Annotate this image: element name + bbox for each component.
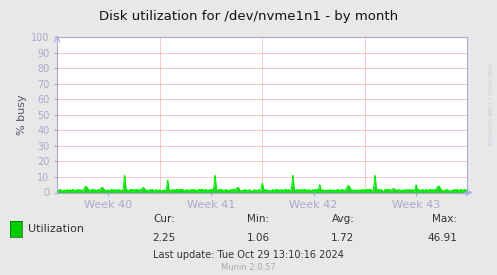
- Text: Max:: Max:: [432, 214, 457, 224]
- Text: Munin 2.0.57: Munin 2.0.57: [221, 263, 276, 272]
- Text: Disk utilization for /dev/nvme1n1 - by month: Disk utilization for /dev/nvme1n1 - by m…: [99, 10, 398, 23]
- Text: Min:: Min:: [248, 214, 269, 224]
- Text: Avg:: Avg:: [331, 214, 354, 224]
- Text: Last update: Tue Oct 29 13:10:16 2024: Last update: Tue Oct 29 13:10:16 2024: [153, 250, 344, 260]
- Y-axis label: % busy: % busy: [17, 95, 27, 135]
- Text: 1.06: 1.06: [247, 233, 270, 243]
- Text: 1.72: 1.72: [331, 233, 354, 243]
- Text: RRDTOOL / TOBI OETIKER: RRDTOOL / TOBI OETIKER: [486, 64, 491, 145]
- Text: 46.91: 46.91: [427, 233, 457, 243]
- Text: Cur:: Cur:: [153, 214, 175, 224]
- Text: Utilization: Utilization: [28, 224, 84, 234]
- Text: 2.25: 2.25: [153, 233, 175, 243]
